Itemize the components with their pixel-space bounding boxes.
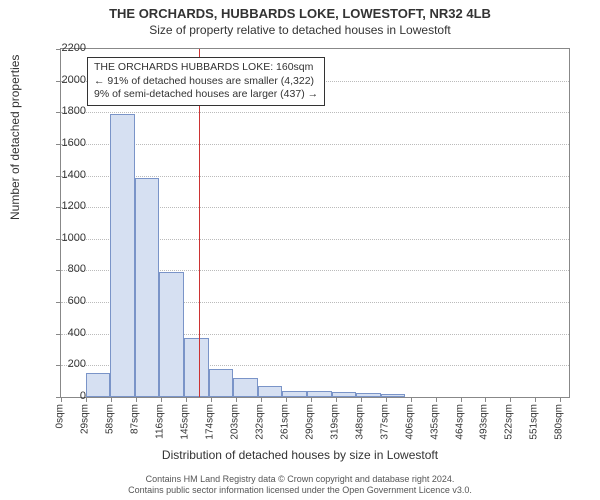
x-tick-mark bbox=[286, 397, 287, 402]
y-tick-label: 1200 bbox=[46, 200, 86, 212]
x-tick-label: 174sqm bbox=[204, 404, 215, 440]
y-tick-label: 1600 bbox=[46, 137, 86, 149]
x-tick-mark bbox=[461, 397, 462, 402]
x-tick-mark bbox=[411, 397, 412, 402]
x-tick-label: 29sqm bbox=[79, 404, 90, 434]
x-tick-label: 522sqm bbox=[504, 404, 515, 440]
x-tick-label: 87sqm bbox=[129, 404, 140, 434]
y-tick-label: 800 bbox=[46, 263, 86, 275]
y-tick-label: 1800 bbox=[46, 105, 86, 117]
x-tick-label: 0sqm bbox=[55, 404, 66, 428]
annotation-line1: THE ORCHARDS HUBBARDS LOKE: 160sqm bbox=[94, 61, 318, 75]
x-tick-label: 580sqm bbox=[554, 404, 565, 440]
histogram-bar bbox=[135, 178, 159, 397]
x-tick-mark bbox=[261, 397, 262, 402]
chart-title: THE ORCHARDS, HUBBARDS LOKE, LOWESTOFT, … bbox=[0, 0, 600, 21]
annotation-box: THE ORCHARDS HUBBARDS LOKE: 160sqm← 91% … bbox=[87, 57, 325, 106]
x-tick-label: 435sqm bbox=[429, 404, 440, 440]
y-tick-label: 0 bbox=[46, 390, 86, 402]
y-tick-label: 1000 bbox=[46, 232, 86, 244]
histogram-bar bbox=[258, 386, 282, 397]
histogram-bar bbox=[307, 391, 332, 397]
histogram-bar bbox=[356, 393, 381, 397]
x-tick-label: 319sqm bbox=[329, 404, 340, 440]
footer-attribution: Contains HM Land Registry data © Crown c… bbox=[0, 474, 600, 496]
y-gridline bbox=[61, 144, 569, 145]
x-axis-label: Distribution of detached houses by size … bbox=[0, 448, 600, 462]
histogram-bar bbox=[86, 373, 110, 397]
x-tick-mark bbox=[336, 397, 337, 402]
footer-line-2: Contains public sector information licen… bbox=[0, 485, 600, 496]
footer-line-1: Contains HM Land Registry data © Crown c… bbox=[0, 474, 600, 485]
y-tick-label: 200 bbox=[46, 358, 86, 370]
x-tick-label: 232sqm bbox=[254, 404, 265, 440]
chart-subtitle: Size of property relative to detached ho… bbox=[0, 21, 600, 37]
histogram-bar bbox=[332, 392, 356, 397]
annotation-line3: 9% of semi-detached houses are larger (4… bbox=[94, 88, 318, 102]
x-tick-label: 464sqm bbox=[454, 404, 465, 440]
x-tick-mark bbox=[86, 397, 87, 402]
y-gridline bbox=[61, 176, 569, 177]
x-tick-mark bbox=[211, 397, 212, 402]
y-tick-label: 2000 bbox=[46, 74, 86, 86]
x-tick-label: 377sqm bbox=[379, 404, 390, 440]
x-tick-label: 145sqm bbox=[179, 404, 190, 440]
histogram-bar bbox=[159, 272, 184, 397]
x-tick-mark bbox=[361, 397, 362, 402]
x-tick-mark bbox=[111, 397, 112, 402]
x-tick-mark bbox=[161, 397, 162, 402]
x-tick-label: 406sqm bbox=[404, 404, 415, 440]
histogram-bar bbox=[282, 391, 307, 397]
x-tick-mark bbox=[311, 397, 312, 402]
y-tick-label: 600 bbox=[46, 295, 86, 307]
x-tick-mark bbox=[386, 397, 387, 402]
x-tick-mark bbox=[535, 397, 536, 402]
x-tick-mark bbox=[236, 397, 237, 402]
x-tick-label: 348sqm bbox=[354, 404, 365, 440]
x-tick-mark bbox=[186, 397, 187, 402]
annotation-line2: ← 91% of detached houses are smaller (4,… bbox=[94, 75, 318, 89]
x-tick-label: 261sqm bbox=[279, 404, 290, 440]
y-tick-label: 2200 bbox=[46, 42, 86, 54]
histogram-bar bbox=[184, 338, 209, 397]
x-tick-mark bbox=[136, 397, 137, 402]
y-gridline bbox=[61, 112, 569, 113]
chart-plot-area: THE ORCHARDS HUBBARDS LOKE: 160sqm← 91% … bbox=[60, 48, 570, 398]
y-tick-label: 1400 bbox=[46, 169, 86, 181]
x-tick-mark bbox=[510, 397, 511, 402]
histogram-bar bbox=[209, 369, 233, 397]
y-axis-label: Number of detached properties bbox=[8, 55, 22, 220]
histogram-bar bbox=[110, 114, 135, 397]
histogram-bar bbox=[381, 394, 405, 397]
x-tick-label: 493sqm bbox=[479, 404, 490, 440]
x-tick-label: 290sqm bbox=[304, 404, 315, 440]
x-tick-label: 203sqm bbox=[229, 404, 240, 440]
histogram-bar bbox=[233, 378, 258, 397]
y-tick-label: 400 bbox=[46, 327, 86, 339]
x-tick-label: 58sqm bbox=[104, 404, 115, 434]
x-tick-mark bbox=[560, 397, 561, 402]
x-tick-mark bbox=[436, 397, 437, 402]
x-tick-mark bbox=[485, 397, 486, 402]
x-tick-label: 551sqm bbox=[529, 404, 540, 440]
x-tick-label: 116sqm bbox=[154, 404, 165, 439]
